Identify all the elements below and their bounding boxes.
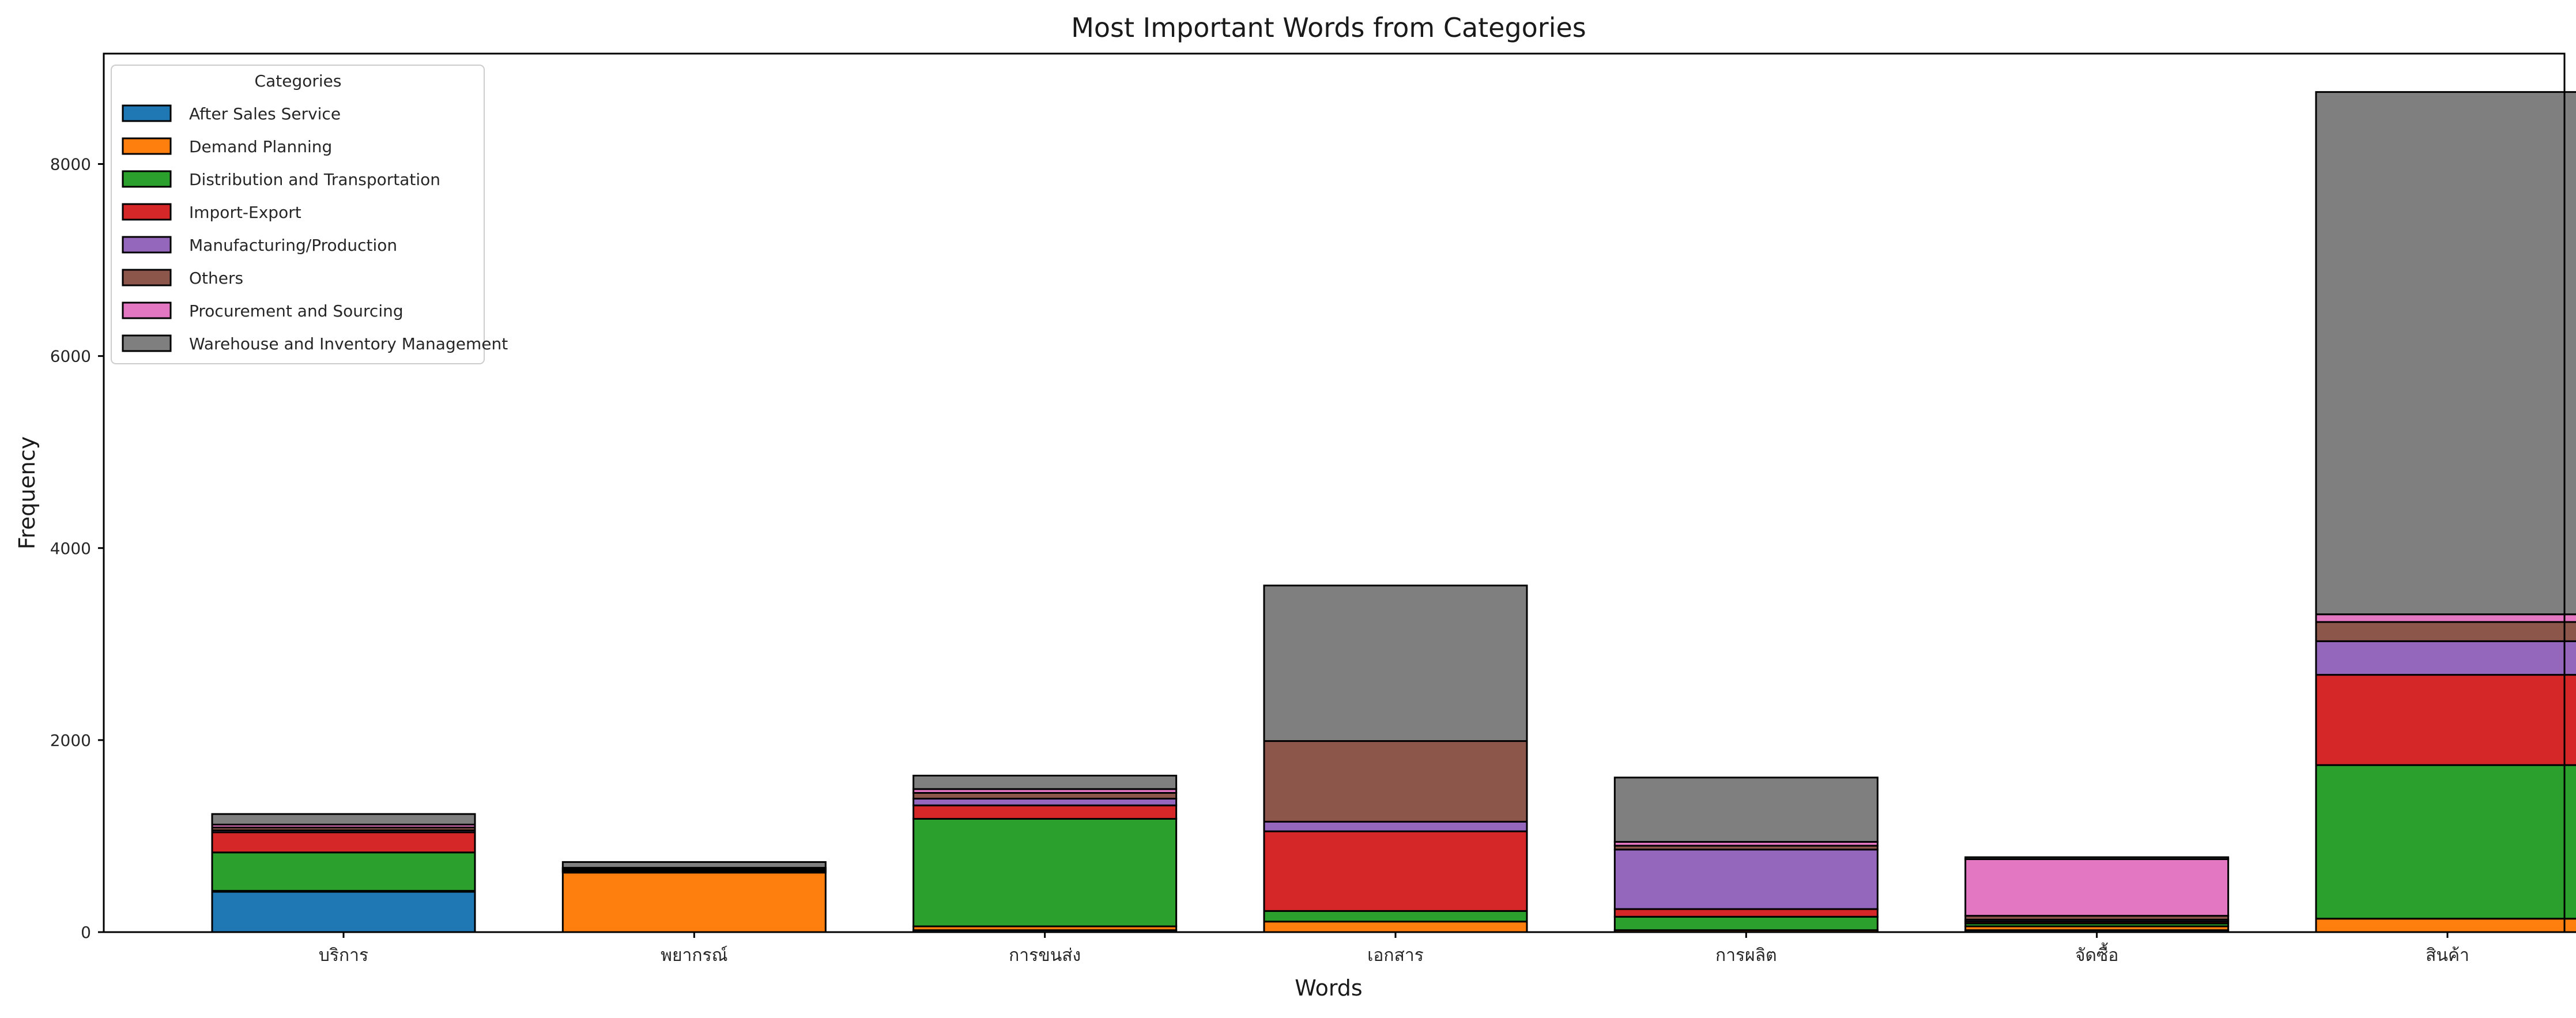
plot-area [103,52,2576,933]
bar-segment [2315,640,2576,676]
bar-segment [1613,908,1879,918]
legend-swatch [122,334,172,352]
bar-segment [2315,613,2576,623]
legend-swatch [122,104,172,122]
legend-swatch [122,269,172,286]
legend-title: Categories [255,71,342,91]
x-tick-label: การผลิต [1715,945,1777,966]
legend-entry-label: Import-Export [189,203,301,222]
chart-title: Most Important Words from Categories [1071,12,1586,43]
bar-segment [211,851,476,892]
legend-entry-label: Procurement and Sourcing [189,301,403,321]
x-tick-label: เอกสาร [1367,945,1424,966]
y-tick-label: 2000 [50,731,91,750]
bar-segment [211,813,476,825]
x-tick-label: พยากรณ์ [661,945,727,966]
legend-entry-label: Demand Planning [189,137,332,156]
y-tick-label: 8000 [50,155,91,174]
bar-segment [211,831,476,854]
bar-segment [211,891,476,933]
y-axis-label: Frequency [14,436,40,549]
bar-segment [561,872,827,933]
bar-segment [1613,776,1879,843]
x-axis: บริการ พยากรณ์ การขนส่ง เอกสาร การผลิต จัดซื้… [319,932,2469,966]
bar-segment [1964,858,2230,917]
x-tick-label: บริการ [319,945,368,966]
x-axis-label: Words [1295,975,1362,1001]
bar-segment [912,817,1178,927]
bar-segment [912,797,1178,806]
bar-segment [1263,740,1528,823]
bar-segment [912,775,1178,790]
bar-segment [1263,820,1528,832]
bar-segment [561,861,827,869]
y-axis: 0 2000 4000 6000 8000 [50,155,104,942]
legend-swatch [122,170,172,188]
bar-segment [1964,856,2230,860]
bar-segment [1263,830,1528,912]
y-tick-label: 6000 [50,347,91,366]
bar-segment [1263,921,1528,933]
legend-entry-label: After Sales Service [189,104,341,123]
legend-box [111,65,485,364]
plot-border [103,52,2566,933]
bar-segment [1613,915,1879,932]
bar-segment [1263,910,1528,923]
legend-swatch [122,236,172,254]
bars-layer [211,91,2576,933]
bar-segment [2315,918,2576,933]
legend-entry-label: Warehouse and Inventory Management [189,334,508,353]
y-tick-label: 4000 [50,539,91,558]
legend-entry-label: Manufacturing/Production [189,236,397,255]
bar-segment [1613,849,1879,910]
bar-segment [2315,91,2576,616]
x-tick-label: สินค้า [2426,945,2469,966]
legend-swatch [122,137,172,155]
legend-swatch [122,203,172,221]
bar-segment [2315,621,2576,642]
bar-segment [1263,585,1528,742]
bar-segment [912,804,1178,820]
x-tick-label: จัดซื้อ [2075,942,2118,966]
legend-entry-label: Distribution and Transportation [189,170,440,189]
x-tick-label: การขนส่ง [1009,945,1081,966]
legend: Categories After Sales Service Demand Pla… [111,65,508,364]
bar-segment [2315,764,2576,920]
legend-entry-label: Others [189,269,243,288]
bar-segment [2315,674,2576,766]
legend-swatch [122,301,172,319]
y-tick-label: 0 [81,923,91,942]
